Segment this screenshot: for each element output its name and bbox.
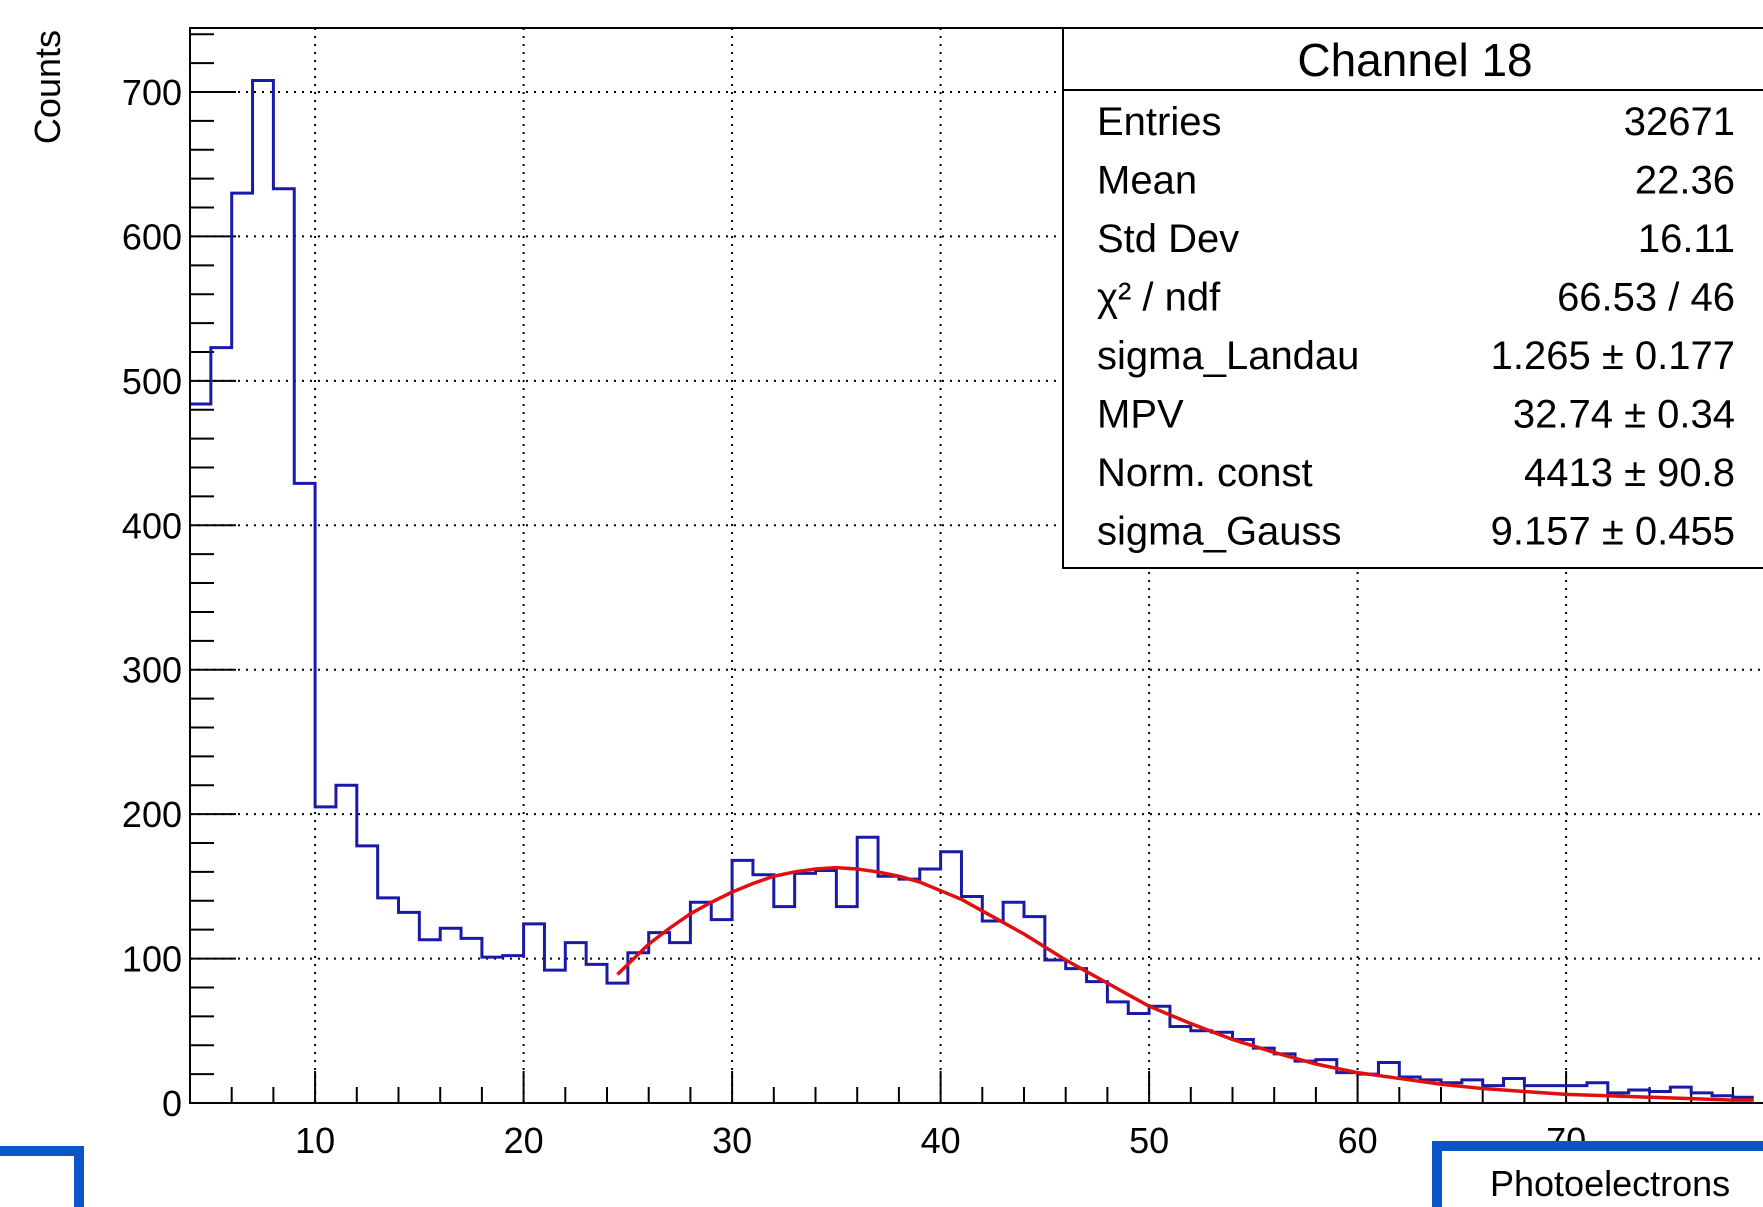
y-tick-label: 0 <box>162 1083 182 1124</box>
stats-label: Std Dev <box>1097 217 1239 261</box>
x-tick-label: 50 <box>1129 1120 1169 1161</box>
x-tick-label: 10 <box>295 1120 335 1161</box>
y-tick-label: 600 <box>122 216 182 257</box>
stats-label: sigma_Gauss <box>1097 510 1342 554</box>
plot-frame <box>189 27 1763 1104</box>
stats-label: MPV <box>1097 393 1184 437</box>
x-tick-label: 20 <box>504 1120 544 1161</box>
stats-label: Mean <box>1097 159 1197 203</box>
y-tick-label: 200 <box>122 794 182 835</box>
y-tick-label: 500 <box>122 361 182 402</box>
stats-label: Entries <box>1097 100 1222 144</box>
stats-box-title: Channel 18 <box>1297 34 1532 86</box>
stats-label: Norm. const <box>1097 451 1313 495</box>
y-tick-label: 300 <box>122 650 182 691</box>
y-tick-label: 100 <box>122 939 182 980</box>
stats-value: 32671 <box>1624 100 1735 144</box>
x-axis-label-box <box>1432 1141 1763 1207</box>
fit-curve <box>616 865 1754 1102</box>
stats-value: 32.74 ± 0.34 <box>1513 393 1735 437</box>
stats-value: 22.36 <box>1635 159 1735 203</box>
selection-corner-top <box>0 1146 84 1156</box>
stats-value: 9.157 ± 0.455 <box>1491 510 1735 554</box>
x-tick-labels: 10 20 30 40 50 60 70 <box>295 1120 1586 1161</box>
stats-box-rows: Entries 32671 Mean 22.36 Std Dev 16.11 χ² / nd… <box>1097 100 1735 554</box>
x-tick-label: 60 <box>1338 1120 1378 1161</box>
stats-value: 4413 ± 90.8 <box>1524 451 1735 495</box>
y-tick-label: 400 <box>122 505 182 546</box>
stats-value: 1.265 ± 0.177 <box>1491 334 1735 378</box>
stats-value: 16.11 <box>1638 217 1735 261</box>
stats-box-frame <box>1062 27 1763 569</box>
x-axis-label: Photoelectrons <box>1490 1163 1730 1204</box>
stats-box: Channel 18 Entries 32671 Mean 22.36 Std Dev 1… <box>1062 27 1763 569</box>
y-tick-labels: 0 100 200 300 400 500 600 700 <box>122 72 182 1124</box>
histogram-series <box>190 78 1754 1099</box>
stats-value: 66.53 / 46 <box>1557 276 1735 320</box>
stats-label: sigma_Landau <box>1097 334 1359 378</box>
y-tick-label: 700 <box>122 72 182 113</box>
stats-label: χ² / ndf <box>1097 276 1221 320</box>
selection-corner-right <box>74 1146 84 1207</box>
y-axis-label: Counts <box>27 30 68 144</box>
x-tick-label: 30 <box>712 1120 752 1161</box>
x-tick-label: 40 <box>921 1120 961 1161</box>
